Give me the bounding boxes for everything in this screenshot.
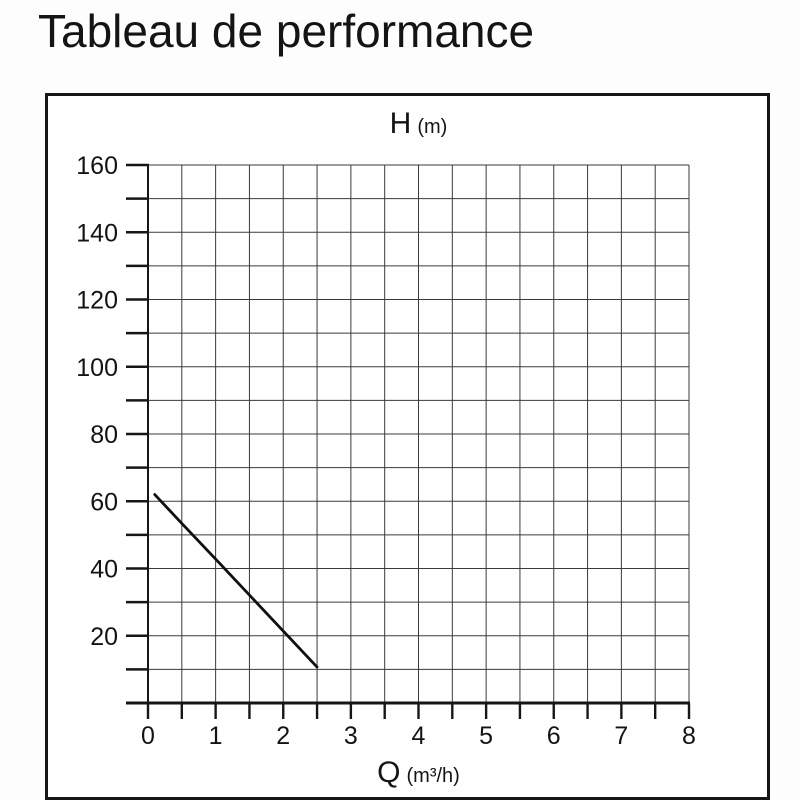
chart-panel: H (m) 20 40 60 80 100 120 140 160 0 1 2 3 4 5 6 7 8 Q (m³/… [45, 93, 770, 800]
x-tick-label: 1 [209, 722, 223, 750]
y-tick-label: 20 [90, 623, 118, 651]
pump-performance-curve [153, 493, 319, 669]
x-tick-label: 5 [479, 722, 493, 750]
y-tick-label: 140 [76, 219, 118, 247]
axes [126, 164, 690, 705]
x-tick-label: 8 [682, 722, 696, 750]
page-title: Tableau de performance [38, 5, 535, 57]
y-tick-label: 80 [90, 421, 118, 449]
x-tick-label: 6 [547, 722, 561, 750]
x-tick-label: 3 [344, 722, 358, 750]
x-tick-label: 7 [614, 722, 628, 750]
y-axis-tick-labels: 20 40 60 80 100 120 140 160 [76, 152, 118, 651]
y-tick-label: 60 [90, 488, 118, 516]
grid [147, 164, 690, 704]
x-tick-label: 2 [276, 722, 290, 750]
y-tick-label: 100 [76, 354, 118, 382]
x-axis-tick-labels: 0 1 2 3 4 5 6 7 8 [141, 722, 696, 750]
y-tick-label: 120 [76, 287, 118, 315]
y-tick-label: 160 [76, 152, 118, 180]
x-tick-label: 0 [141, 722, 155, 750]
y-tick-label: 40 [90, 556, 118, 584]
x-tick-label: 4 [412, 722, 426, 750]
performance-chart-svg: 20 40 60 80 100 120 140 160 0 1 2 3 4 5 6 7 8 [76, 152, 696, 750]
